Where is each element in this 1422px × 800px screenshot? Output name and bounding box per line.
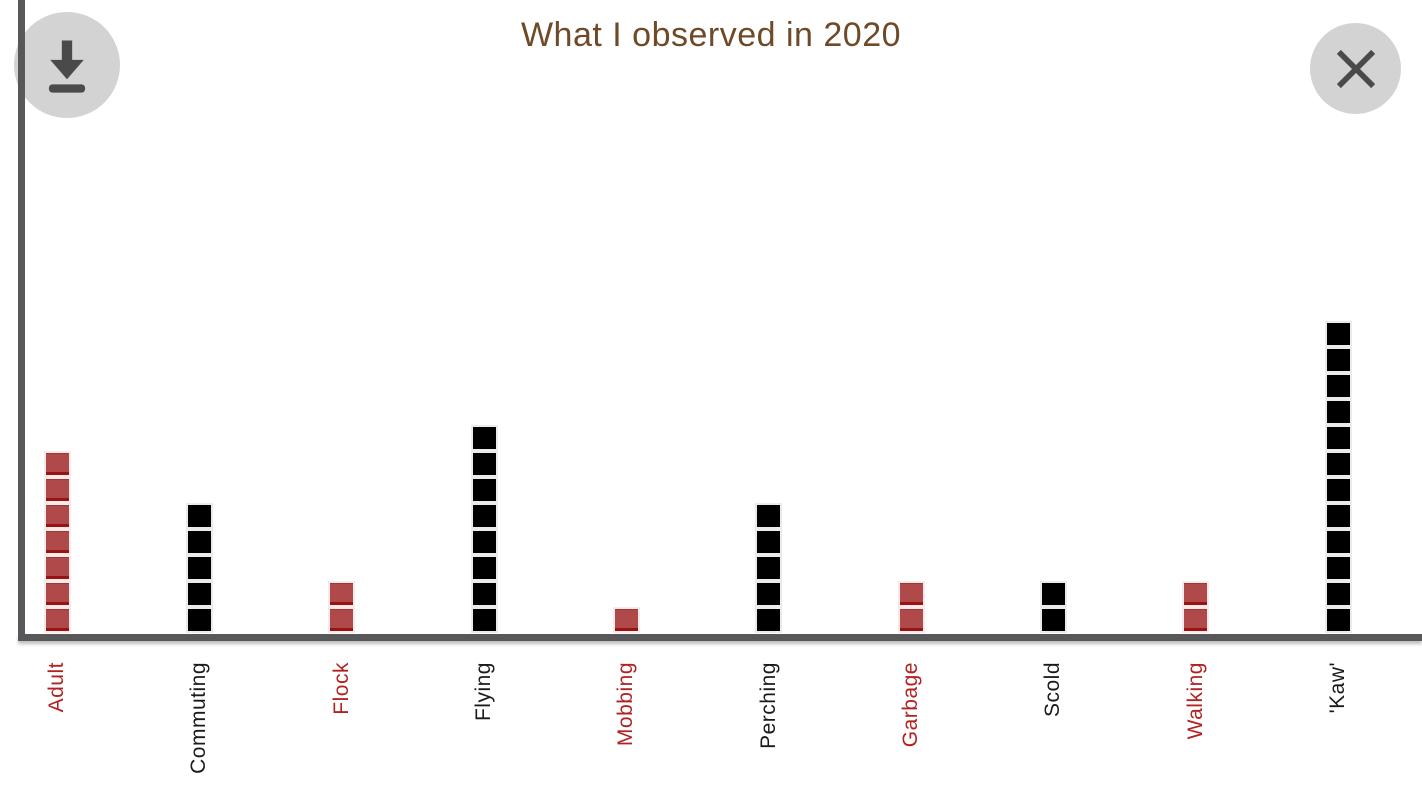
x-axis-label: Flock	[329, 662, 353, 715]
x-axis-label: Adult	[45, 662, 68, 713]
unit-square	[470, 555, 498, 581]
unit-square	[897, 581, 925, 607]
x-axis-label: Perching	[756, 662, 780, 749]
unit-square	[755, 607, 783, 633]
unit-square	[470, 503, 498, 529]
unit-square	[1324, 321, 1352, 347]
unit-square	[1324, 425, 1352, 451]
unit-square	[1324, 503, 1352, 529]
unit-square	[43, 477, 71, 503]
unit-square	[612, 607, 640, 633]
x-axis-label: Walking	[1183, 662, 1207, 740]
unit-square	[43, 581, 71, 607]
x-axis	[18, 634, 1422, 641]
unit-square	[1182, 581, 1210, 607]
unit-square	[1039, 607, 1067, 633]
unit-square	[897, 607, 925, 633]
x-axis-label: 'Kaw'	[1326, 662, 1350, 714]
unit-square	[1324, 347, 1352, 373]
unit-square	[328, 607, 356, 633]
unit-square	[470, 477, 498, 503]
unit-square	[755, 581, 783, 607]
unit-square	[43, 451, 71, 477]
download-icon	[36, 34, 98, 96]
unit-square	[1324, 477, 1352, 503]
unit-square	[470, 529, 498, 555]
unit-square	[470, 451, 498, 477]
unit-square	[43, 529, 71, 555]
unit-square	[1324, 607, 1352, 633]
x-axis-label: Flying	[472, 662, 496, 722]
unit-square	[1324, 529, 1352, 555]
unit-square	[1324, 581, 1352, 607]
chart-title: What I observed in 2020	[520, 16, 902, 54]
unit-square	[1039, 581, 1067, 607]
unit-square	[185, 529, 213, 555]
x-axis-label: Mobbing	[614, 662, 638, 747]
unit-square	[755, 529, 783, 555]
unit-square	[1324, 555, 1352, 581]
x-axis-label: Scold	[1041, 662, 1065, 718]
unit-square	[1324, 399, 1352, 425]
unit-square	[185, 503, 213, 529]
unit-square	[328, 581, 356, 607]
y-axis	[18, 0, 25, 641]
unit-square	[755, 503, 783, 529]
unit-square	[43, 555, 71, 581]
unit-square	[43, 503, 71, 529]
unit-square	[1324, 373, 1352, 399]
unit-square	[470, 607, 498, 633]
x-axis-label: Garbage	[899, 662, 923, 748]
unit-square	[185, 607, 213, 633]
unit-square	[43, 607, 71, 633]
unit-square	[755, 555, 783, 581]
unit-square	[470, 425, 498, 451]
unit-square	[470, 581, 498, 607]
unit-square	[1182, 607, 1210, 633]
unit-square	[1324, 451, 1352, 477]
unit-square	[185, 581, 213, 607]
download-button[interactable]	[14, 12, 120, 118]
unit-square	[185, 555, 213, 581]
x-axis-label: Commuting	[187, 662, 211, 774]
close-icon	[1330, 43, 1382, 95]
close-button[interactable]	[1310, 23, 1401, 114]
